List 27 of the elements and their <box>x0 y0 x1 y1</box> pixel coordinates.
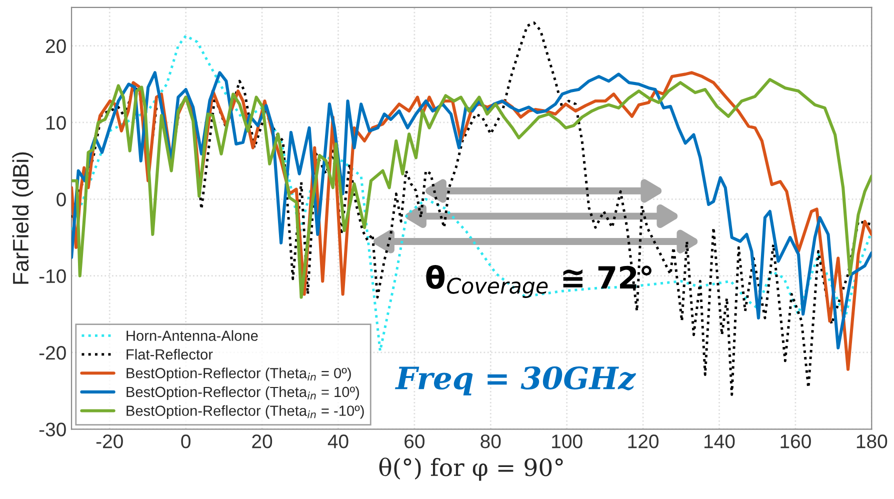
y-tick-label: -10 <box>39 269 66 284</box>
x-tick-label: 60 <box>404 434 424 448</box>
annotation: θ$_{Coverage}$ ≅ 72° <box>426 265 652 298</box>
x-tick-label: 0 <box>181 434 190 448</box>
line-series <box>72 78 872 299</box>
y-tick-label: 10 <box>46 116 66 130</box>
x-tick-label: 120 <box>628 434 659 448</box>
x-tick-label: -20 <box>96 434 123 448</box>
legend-label: BestOption-Reflector (Theta$_{in}$ = -10º) <box>126 405 364 419</box>
x-tick-label: 80 <box>480 434 501 448</box>
y-axis-title: FarField (dBi) <box>12 152 33 284</box>
y-tick-label: -30 <box>39 422 66 436</box>
x-tick-label: 40 <box>328 434 348 448</box>
y-tick-label: -20 <box>39 346 66 360</box>
x-tick-label: 180 <box>856 434 888 448</box>
y-tick-label: 20 <box>46 39 66 54</box>
x-tick-label: 100 <box>552 434 582 448</box>
y-tick-label: 0 <box>56 192 66 206</box>
x-tick-label: 160 <box>780 434 811 448</box>
legend-label: Flat-Reflector <box>126 348 213 360</box>
legend-label: BestOption-Reflector (Theta$_{in}$ = 0º) <box>126 368 351 382</box>
annotation: Freq = 30GHz <box>394 366 636 396</box>
x-axis-title: θ(°) for φ = 90° <box>379 458 563 481</box>
legend-label: BestOption-Reflector (Theta$_{in}$ = 10º) <box>126 386 359 400</box>
x-tick-label: 20 <box>252 434 272 448</box>
legend-label: Horn-Antenna-Alone <box>126 330 258 341</box>
x-tick-label: 140 <box>704 434 735 448</box>
